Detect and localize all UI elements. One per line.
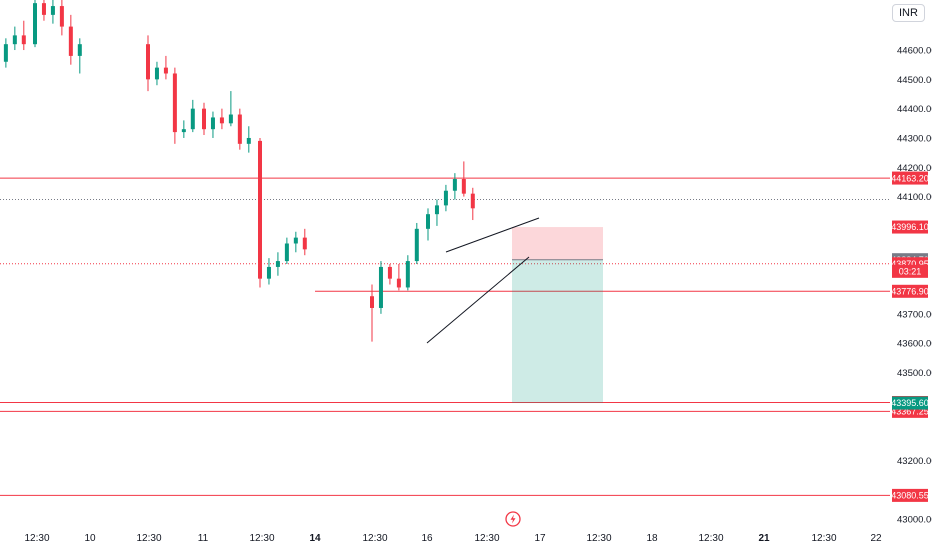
- candle-body: [33, 3, 37, 45]
- candle-body: [396, 278, 401, 288]
- x-tick-label: 12:30: [474, 533, 499, 544]
- level-price-label-bg: [892, 488, 928, 502]
- candle-body: [426, 214, 430, 229]
- price-tag-label: 03:21: [899, 267, 922, 277]
- price-tag-label: 43870.95: [891, 259, 929, 269]
- y-tick-label: 43000.00: [897, 515, 932, 526]
- candle-body: [202, 108, 206, 130]
- candle-body: [461, 179, 466, 194]
- x-tick-label: 16: [421, 533, 433, 544]
- candle-body: [172, 73, 177, 133]
- candle-body: [246, 137, 251, 144]
- candle-body: [228, 114, 233, 124]
- candle-body: [12, 35, 17, 45]
- candle-body: [378, 266, 383, 308]
- candle-body: [210, 117, 215, 130]
- stop-loss-zone: [512, 227, 603, 260]
- candlestick-series: [3, 0, 475, 342]
- candle-body: [146, 44, 150, 80]
- price-tag-label-bg: [892, 264, 928, 278]
- x-tick-label: 12:30: [24, 533, 49, 544]
- y-tick-label: 43600.00: [897, 339, 932, 350]
- candle-body: [275, 261, 280, 267]
- rising-wedge-lines[interactable]: [426, 217, 540, 344]
- candle-body: [68, 26, 73, 56]
- price-axis[interactable]: 44600.00 44500.00 44400.00 44300.00 44200.00…: [897, 46, 932, 526]
- x-tick-label: 22: [870, 533, 882, 544]
- x-tick-label: 12:30: [362, 533, 387, 544]
- candle-body: [293, 237, 298, 244]
- candle-body: [443, 190, 448, 206]
- candle-body: [452, 179, 457, 191]
- candle-body: [219, 117, 224, 124]
- price-tag-label-bg: [892, 220, 928, 234]
- y-tick-label: 44200.00: [897, 163, 932, 174]
- candle-body: [50, 6, 55, 15]
- candle-body: [154, 67, 159, 80]
- level-price-label: 43080.55: [891, 491, 929, 501]
- candle-body: [77, 44, 82, 56]
- candle-body: [237, 114, 242, 144]
- x-tick-label: 17: [534, 533, 546, 544]
- level-price-label: 43776.90: [891, 286, 929, 296]
- candle-body: [387, 266, 392, 279]
- price-tag-label: 43395.60: [891, 398, 929, 408]
- price-axis-labels: 44163.2043776.9043397.5043367.2543080.55…: [891, 171, 929, 502]
- horizontal-levels: [0, 177, 890, 496]
- x-tick-label: 12:30: [811, 533, 836, 544]
- candle-body: [41, 3, 46, 15]
- wedge-upper-line: [445, 217, 540, 253]
- x-tick-label: 11: [198, 533, 209, 544]
- x-tick-label: 21: [758, 533, 770, 544]
- y-tick-label: 44600.00: [897, 46, 932, 57]
- y-tick-label: 43200.00: [897, 456, 932, 467]
- candle-body: [190, 108, 195, 130]
- level-price-label: 44163.20: [891, 173, 929, 183]
- candle-body: [470, 193, 475, 209]
- candle-body: [405, 261, 410, 288]
- x-tick-label: 14: [309, 533, 321, 544]
- price-tag-label-bg: [892, 396, 928, 410]
- candle-body: [21, 35, 26, 45]
- currency-label[interactable]: INR: [892, 4, 925, 22]
- candle-body: [434, 205, 439, 215]
- y-tick-label: 44100.00: [897, 192, 932, 203]
- x-tick-label: 10: [84, 533, 96, 544]
- level-price-label: 43367.25: [891, 407, 929, 417]
- candle-body: [284, 243, 289, 262]
- lightning-icon[interactable]: [505, 511, 521, 527]
- candle-body: [181, 129, 186, 133]
- y-tick-label: 44300.00: [897, 133, 932, 144]
- candle-body: [414, 228, 419, 262]
- take-profit-zone: [512, 259, 603, 404]
- short-position-tool[interactable]: [512, 227, 603, 404]
- y-tick-label: 44400.00: [897, 104, 932, 115]
- level-price-label-bg: [892, 171, 928, 185]
- candle-body: [302, 237, 307, 250]
- x-tick-label: 12:30: [698, 533, 723, 544]
- y-tick-label: 43500.00: [897, 368, 932, 379]
- x-tick-label: 12:30: [136, 533, 161, 544]
- x-tick-label: 18: [646, 533, 658, 544]
- x-tick-label: 12:30: [586, 533, 611, 544]
- y-tick-label: 44500.00: [897, 75, 932, 86]
- candle-body: [258, 140, 262, 279]
- candle-body: [3, 44, 8, 62]
- level-price-label-bg: [892, 284, 928, 298]
- wedge-lower-line: [426, 256, 530, 344]
- price-tag-label: 43996.10: [891, 222, 929, 232]
- y-tick-label: 43700.00: [897, 309, 932, 320]
- x-tick-label: 12:30: [249, 533, 274, 544]
- candle-body: [163, 67, 168, 74]
- candle-body: [370, 296, 374, 308]
- candle-body: [266, 266, 271, 279]
- time-axis[interactable]: 12:30 10 12:30 11 12:30 14 12:30 16 12:30 17 12:30…: [24, 533, 882, 544]
- candle-body: [59, 6, 64, 27]
